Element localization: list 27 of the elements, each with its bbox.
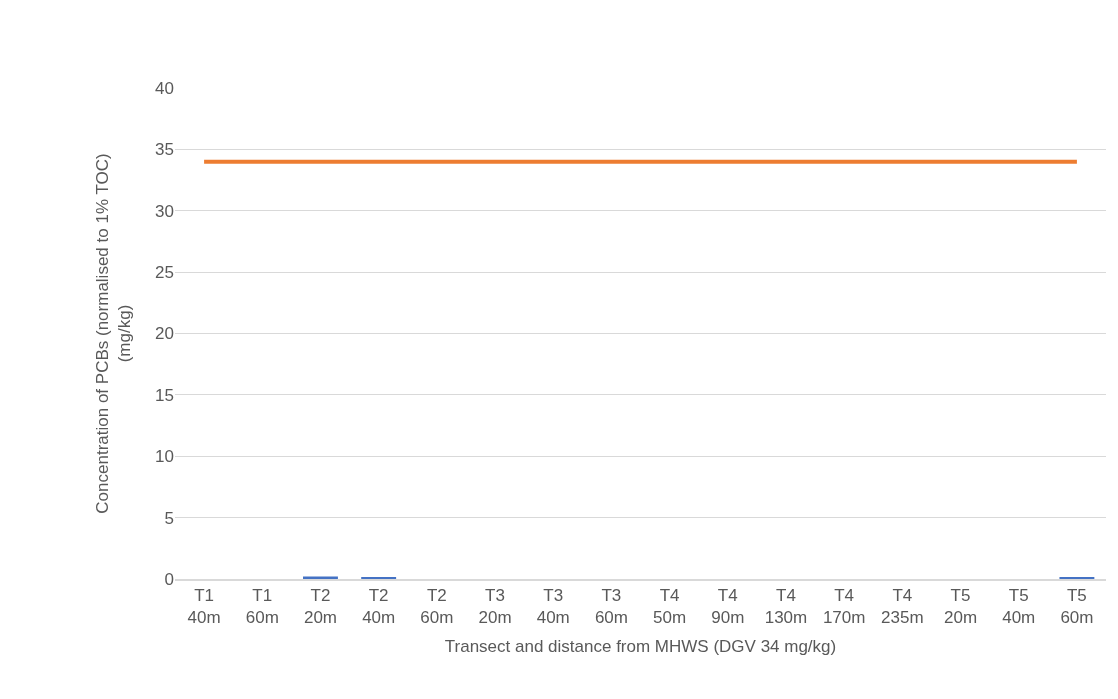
x-axis-title: Transect and distance from MHWS (DGV 34 mg/kg): [444, 637, 837, 657]
x-tick-label: T4 170m: [822, 586, 866, 628]
x-tick-label: T1 60m: [245, 586, 279, 628]
x-tick-label: T5 40m: [1002, 586, 1036, 628]
y-tick-label: 5: [164, 508, 174, 528]
y-tick-label: 10: [155, 447, 174, 467]
y-tick-label: 35: [155, 140, 174, 160]
x-tick-label: T3 60m: [594, 586, 628, 628]
y-tick-label: 0: [164, 569, 174, 589]
x-tick-label: T4 90m: [711, 586, 745, 628]
x-tick-label: T4 130m: [764, 586, 808, 628]
y-tick-label: 40: [155, 78, 174, 98]
y-tick-label: 25: [155, 263, 174, 283]
y-axis-title: Concentration of PCBs (normalised to 1% TOC) (mg/kg): [92, 153, 134, 514]
x-tick-label: T4 50m: [653, 586, 687, 628]
y-tick-label: 15: [155, 385, 174, 405]
x-tick-label: T5 60m: [1060, 586, 1094, 628]
x-tick-label: T2 60m: [420, 586, 454, 628]
x-tick-label: T2 40m: [362, 586, 396, 628]
x-tick-label: T3 40m: [536, 586, 570, 628]
x-tick-label: T3 20m: [478, 586, 512, 628]
x-tick-label: T4 235m: [881, 586, 924, 628]
x-tick-label: T5 20m: [943, 586, 978, 628]
x-tick-label: T1 40m: [187, 586, 221, 628]
y-tick-label: 20: [155, 324, 174, 344]
y-tick-label: 30: [155, 201, 174, 221]
x-tick-label: T2 20m: [303, 586, 338, 628]
